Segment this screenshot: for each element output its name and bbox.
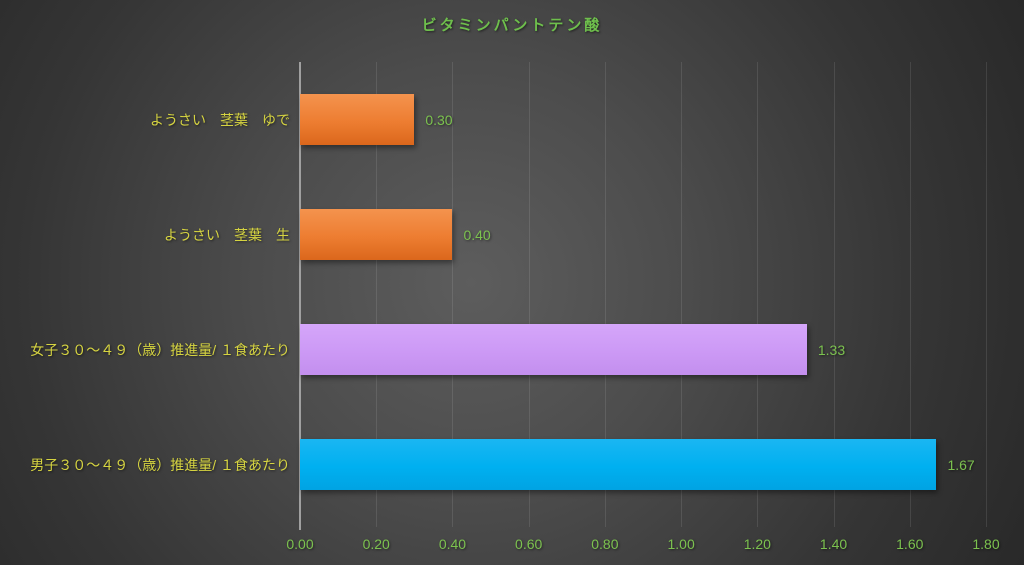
category-label-2: 女子３０～４９（歳）推進量/ １食あたり <box>30 341 290 358</box>
x-axis-tick-label: 1.20 <box>743 536 771 552</box>
x-axis-tick-label: 1.80 <box>972 536 1000 552</box>
gridline <box>833 62 835 527</box>
bar-2 <box>300 324 807 375</box>
x-axis-tick-label: 1.40 <box>819 536 848 552</box>
x-axis-tick-label: 0.60 <box>515 536 543 552</box>
gridline <box>604 62 606 527</box>
bar-1 <box>300 209 453 260</box>
chart-title: ビタミンパントテン酸 <box>421 17 603 34</box>
gridline <box>909 62 911 527</box>
x-axis-tick-label: 0.40 <box>438 536 467 552</box>
value-label-1: 0.40 <box>463 226 491 243</box>
plot-area <box>299 62 987 530</box>
category-label-0: ようさい 茎葉 ゆで <box>150 111 290 128</box>
bar-3 <box>300 439 937 490</box>
category-label-1: ようさい 茎葉 生 <box>164 226 290 243</box>
x-axis-tick-label: 0.20 <box>362 536 390 552</box>
x-axis-tick-label: 0.00 <box>286 536 314 552</box>
category-label-3: 男子３０～４９（歳）推進量/ １食あたり <box>30 456 290 473</box>
gridline <box>986 62 987 527</box>
x-axis-tick-label: 0.80 <box>591 536 619 552</box>
value-label-0: 0.30 <box>425 111 453 128</box>
gridline <box>757 62 759 527</box>
gridline <box>376 62 378 527</box>
x-axis-tick-label: 1.60 <box>896 536 924 552</box>
gridline <box>528 62 530 527</box>
bar-0 <box>300 94 415 145</box>
gridline <box>452 62 454 527</box>
value-label-3: 1.67 <box>947 456 975 473</box>
y-axis-line <box>299 62 301 530</box>
value-label-2: 1.33 <box>817 341 846 358</box>
x-axis-tick-label: 1.00 <box>667 536 695 552</box>
gridline <box>681 62 683 527</box>
